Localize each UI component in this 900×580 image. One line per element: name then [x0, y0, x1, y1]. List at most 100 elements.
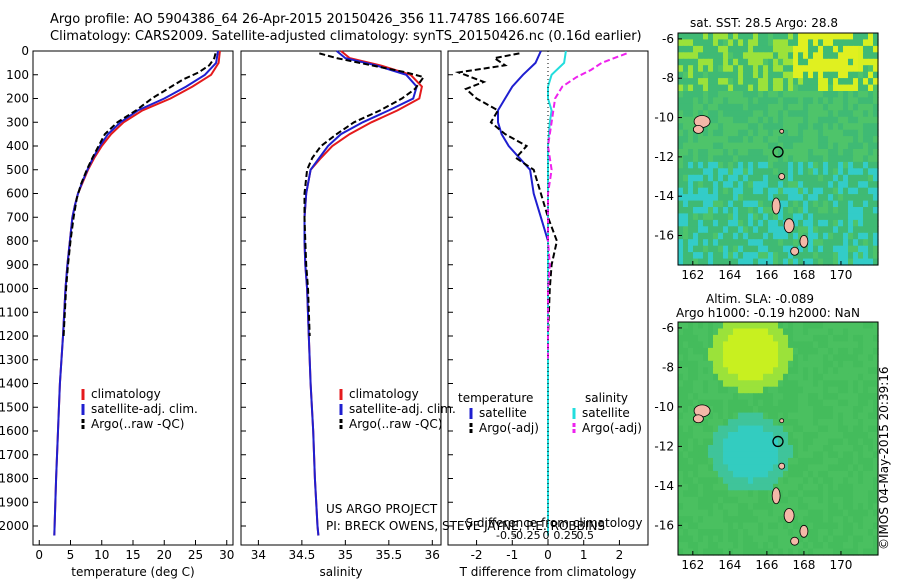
sst_map-cell — [678, 181, 684, 189]
temperature-xtick-label: 15 — [125, 548, 140, 562]
sst_map-cell — [808, 71, 814, 79]
sla_map-cell — [818, 529, 824, 537]
sla_map-cell — [848, 516, 854, 524]
sst_map-cell — [833, 33, 839, 40]
sst_map-cell — [713, 219, 719, 227]
sst_map-cell — [683, 187, 689, 195]
sla_map-cell — [828, 425, 834, 433]
sla_map-cell — [783, 354, 789, 362]
sst_map-cell — [718, 136, 724, 144]
sla_map-cell — [853, 354, 859, 362]
sst_map-cell — [723, 174, 729, 182]
sla_map-cell — [708, 373, 714, 381]
sst_map-cell — [743, 33, 749, 40]
sla_map-cell — [848, 451, 854, 459]
sla_map-cell — [788, 425, 794, 433]
sst_map-cell — [703, 84, 709, 92]
sla_map-cell — [863, 509, 869, 517]
sla_map-cell — [743, 399, 749, 407]
sst_map-cell — [713, 258, 719, 266]
sla_map-cell — [708, 503, 714, 511]
sst_map-cell — [723, 71, 729, 79]
sst_map-cell — [753, 58, 759, 66]
sla_map-cell — [723, 354, 729, 362]
sst_map-cell — [798, 207, 804, 214]
sst_map-cell — [678, 161, 684, 169]
sla_map-cell — [763, 322, 769, 330]
sst_map-cell — [763, 155, 769, 163]
sla_map-cell — [698, 522, 704, 530]
sst_map-cell — [858, 161, 864, 169]
sla_map-cell — [723, 386, 729, 394]
sla_map-cell — [678, 334, 684, 342]
sla_map-cell — [783, 425, 789, 433]
sst_map-cell — [723, 129, 729, 137]
sst_map-cell — [698, 84, 704, 92]
sst_map-cell — [683, 194, 689, 202]
sla_map-cell — [873, 393, 879, 401]
sla_map-cell — [778, 490, 784, 498]
sla_map-cell — [693, 373, 699, 381]
sla_map-cell — [758, 516, 764, 524]
sla_map-cell — [813, 542, 819, 550]
sst_map-cell — [778, 181, 784, 189]
sst_map-cell — [868, 226, 874, 234]
sst_map-cell — [863, 58, 869, 66]
sst_map-cell — [788, 65, 794, 73]
sla_map-cell — [843, 412, 849, 420]
sla_map-cell — [678, 457, 684, 465]
sla_map-cell — [873, 483, 879, 491]
sla_map-cell — [773, 464, 779, 472]
sla_map-cell — [788, 380, 794, 388]
sla_map-cell — [838, 328, 844, 336]
sst_map-cell — [773, 78, 779, 86]
sst_map-cell — [763, 161, 769, 169]
sst_map-frame — [677, 32, 879, 266]
sst_map-cell — [763, 65, 769, 73]
sst_map-cell — [763, 174, 769, 182]
sst_map-cell — [688, 65, 694, 73]
sst_map-cell — [818, 91, 824, 98]
sst_map-cell — [728, 110, 734, 118]
sla_map-cell — [678, 425, 684, 433]
sst_map-cell — [808, 258, 814, 266]
sst_map-cell — [748, 239, 754, 247]
sla_map-cell — [858, 341, 864, 349]
sla_map-cell — [748, 496, 754, 504]
sla_map-cell — [868, 496, 874, 504]
sla_map-cell — [808, 490, 814, 498]
sla_map-cell — [818, 490, 824, 498]
sst_map-cell — [808, 194, 814, 202]
sst_map-cell — [818, 110, 824, 118]
sla_map-cell — [858, 503, 864, 511]
sla_map-cell — [818, 432, 824, 440]
sst_map-cell — [793, 239, 799, 247]
sla_map-cell — [733, 522, 739, 530]
sla_map-cell — [728, 412, 734, 420]
sla_map-cell — [793, 406, 799, 414]
sst_map-cell — [873, 110, 879, 118]
sst_map-cell — [788, 232, 794, 240]
sst_map-cell — [793, 155, 799, 163]
sst_map-cell — [843, 123, 849, 131]
sla_map-cell — [723, 445, 729, 453]
sst_map-cell — [803, 33, 809, 40]
sla_map-cell — [773, 438, 779, 446]
sla_map-cell — [723, 360, 729, 368]
sla_map-cell — [853, 373, 859, 381]
sst_map-cell — [843, 239, 849, 247]
sst_map-cell — [693, 207, 699, 214]
sla_map-cell — [713, 328, 719, 336]
sla_map-cell — [778, 535, 784, 543]
sst_map-cell — [808, 232, 814, 240]
sst_map-cell — [728, 65, 734, 73]
sst_map-cell — [733, 252, 739, 260]
sla_map-cell — [733, 457, 739, 465]
sst_map-cell — [718, 219, 724, 227]
sst_map-cell — [778, 200, 784, 208]
sla_map-cell — [863, 386, 869, 394]
sla_map-cell — [678, 529, 684, 537]
sst_map-cell — [693, 168, 699, 176]
sst_map-cell — [868, 239, 874, 247]
sla_map-cell — [683, 419, 689, 427]
